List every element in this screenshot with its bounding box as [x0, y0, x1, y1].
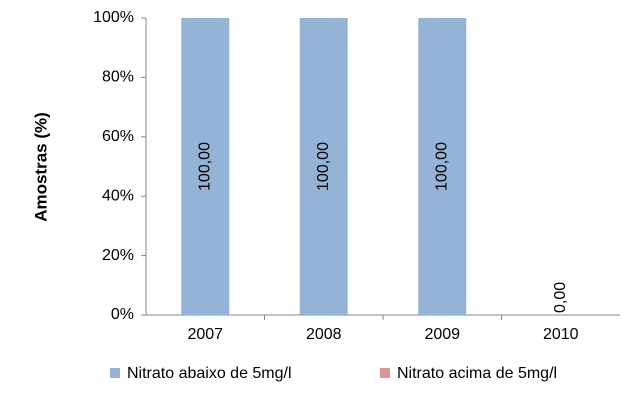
y-tick-label: 80%: [102, 69, 134, 86]
y-tick-label: 40%: [102, 187, 134, 204]
legend-label: Nitrato acima de 5mg/l: [397, 365, 557, 382]
legend-label: Nitrato abaixo de 5mg/l: [127, 365, 292, 382]
y-tick-label: 20%: [102, 247, 134, 264]
data-label: 100,00: [433, 142, 450, 191]
legend-swatch: [380, 368, 390, 378]
y-tick-label: 100%: [93, 9, 134, 26]
y-tick-label: 0%: [111, 306, 134, 323]
y-axis-label: Amostras (%): [31, 112, 50, 222]
x-tick-label: 2007: [187, 326, 223, 343]
data-label: 0,00: [552, 282, 569, 313]
data-label: 100,00: [196, 142, 213, 191]
bar-segment: [181, 18, 230, 315]
bar-segment: [299, 18, 348, 315]
x-tick-label: 2008: [306, 326, 342, 343]
legend-swatch: [110, 368, 120, 378]
y-tick-label: 60%: [102, 128, 134, 145]
data-label: 100,00: [315, 142, 332, 191]
x-tick-label: 2009: [424, 326, 460, 343]
x-tick-label: 2010: [543, 326, 579, 343]
bar-segment: [418, 18, 467, 315]
